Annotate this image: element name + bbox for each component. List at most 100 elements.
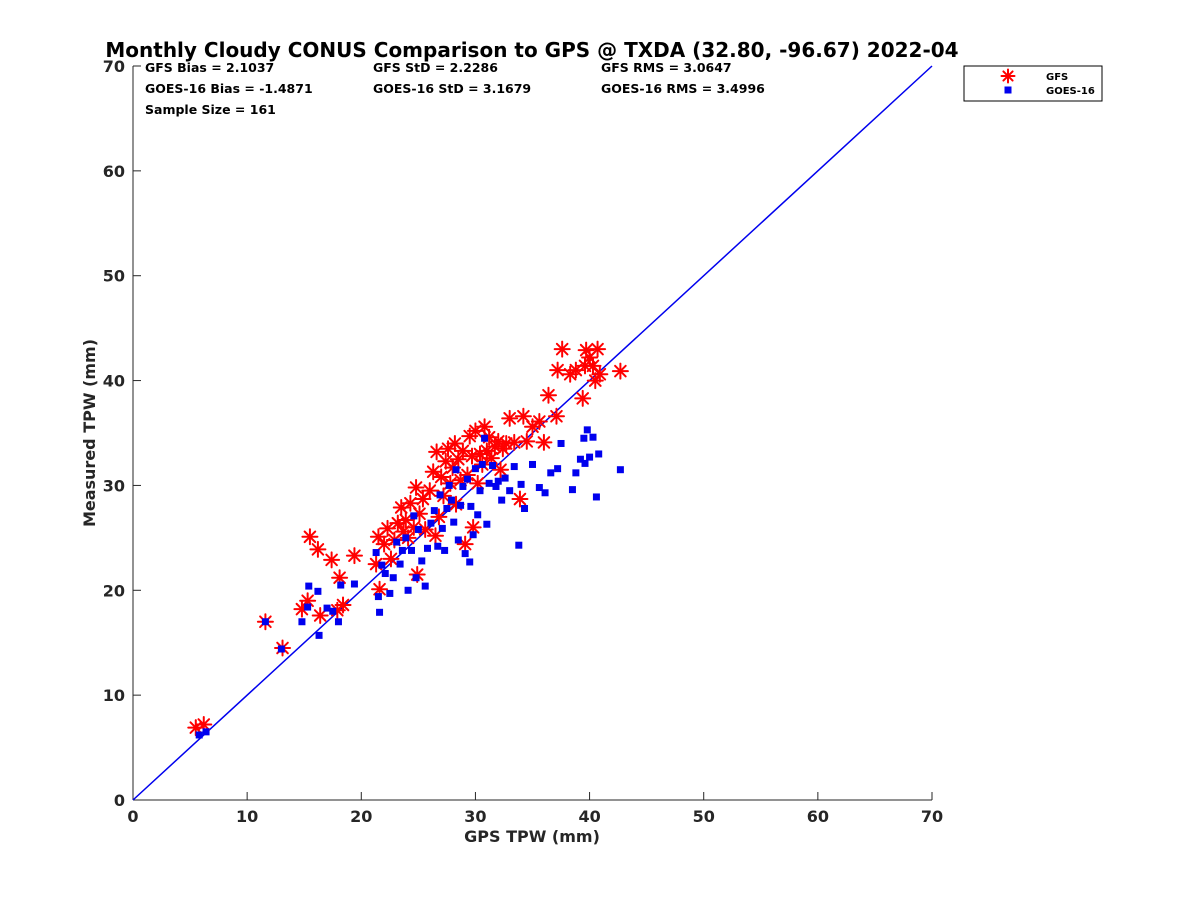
goes-16-point [195,731,203,739]
gfs-point [547,407,565,425]
gfs-point [574,389,592,407]
goes-16-point [402,534,410,542]
statistics-annotations: GFS Bias = 2.1037 GFS StD = 2.2286 GFS RMS… [145,60,765,117]
gfs-point [611,362,629,380]
goes-16-point [323,604,331,612]
stat-text: GOES-16 RMS = 3.4996 [601,81,765,96]
gfs-point [530,412,548,430]
gfs-point [492,461,510,479]
y-tick-label: 50 [103,267,125,286]
gfs-point [309,540,327,558]
goes-16-point [414,525,422,533]
goes-16-point [547,469,555,477]
legend-box [963,65,1103,102]
stat-text: GFS RMS = 3.0647 [601,60,732,75]
goes-16-point [616,466,624,474]
goes-16-point [372,549,380,557]
gfs-point [426,527,444,545]
goes-16-point [478,460,486,468]
goes-16-point [441,546,449,554]
y-tick-label: 20 [103,581,125,600]
goes-16-point [443,504,451,512]
gfs-point [469,474,487,492]
x-axis-ticks: 0 10 20 30 40 50 60 70 [127,792,943,826]
goes-16-point [467,502,475,510]
gfs-point [518,432,536,450]
legend-marker-gfs [1000,68,1016,84]
gfs-point [501,409,519,427]
goes-16-point [452,466,460,474]
gfs-point [421,482,439,500]
goes-16-point [408,546,416,554]
y-axis-label: Measured TPW (mm) [80,339,99,527]
gfs-point [553,340,571,358]
goes-16-point [423,544,431,552]
gfs-point [586,372,604,390]
goes-16-point [501,474,509,482]
goes-16-point [581,459,589,467]
y-axis-ticks: 0 10 20 30 40 50 60 70 [103,57,141,810]
gfs-point [535,433,553,451]
x-tick-label: 10 [236,807,258,826]
goes-16-point [568,486,576,494]
gfs-point [432,468,450,486]
gfs-point [379,519,397,537]
stat-text: Sample Size = 161 [145,102,276,117]
gfs-point [407,479,425,497]
goes-16-point [580,434,588,442]
y-tick-label: 0 [114,791,125,810]
gfs-point [311,606,329,624]
goes-16-point [474,511,482,519]
goes-16-point [427,519,435,527]
x-tick-label: 40 [578,807,600,826]
goes-16-point [521,504,529,512]
goes-16-point [277,645,285,653]
goes-16-point [350,580,358,588]
gfs-point [549,361,567,379]
gfs-point [456,535,474,553]
series-gfs [187,340,629,737]
gfs-point [323,551,341,569]
gfs-point [401,494,419,512]
goes-16-point [485,479,493,487]
gfs-point [334,596,352,614]
goes-16-point [386,589,394,597]
goes-16-point [304,603,312,611]
gfs-point [464,518,482,536]
goes-16-point [305,582,313,590]
goes-16-point [461,550,469,558]
gfs-point [584,357,602,375]
goes-16-point [450,518,458,526]
goes-16-point [572,469,580,477]
x-axis-label: GPS TPW (mm) [464,827,600,846]
goes-16-point [510,463,518,471]
x-tick-label: 20 [350,807,372,826]
goes-16-point [515,541,523,549]
goes-16-point [434,542,442,550]
y-tick-label: 70 [103,57,125,76]
goes-16-point [329,607,337,615]
y-tick-label: 60 [103,162,125,181]
goes-16-point [471,465,479,473]
goes-16-point [586,453,594,461]
goes-16-point [418,557,426,565]
goes-16-point [398,546,406,554]
goes-16-point [404,586,412,594]
legend-marker-goes-16 [1004,86,1012,94]
goes-16-point [592,493,600,501]
axes [132,66,932,801]
goes-16-point [334,618,342,626]
goes-16-point [376,608,384,616]
goes-16-point [498,496,506,504]
goes-16-point [595,450,603,458]
gfs-point [454,442,472,460]
goes-16-point [438,524,446,532]
goes-16-point [202,728,210,736]
gfs-point [511,490,529,508]
goes-16-point [412,574,420,582]
goes-16-point [463,475,471,483]
goes-16-point [492,482,500,490]
x-tick-label: 30 [464,807,486,826]
goes-16-point [454,536,462,544]
